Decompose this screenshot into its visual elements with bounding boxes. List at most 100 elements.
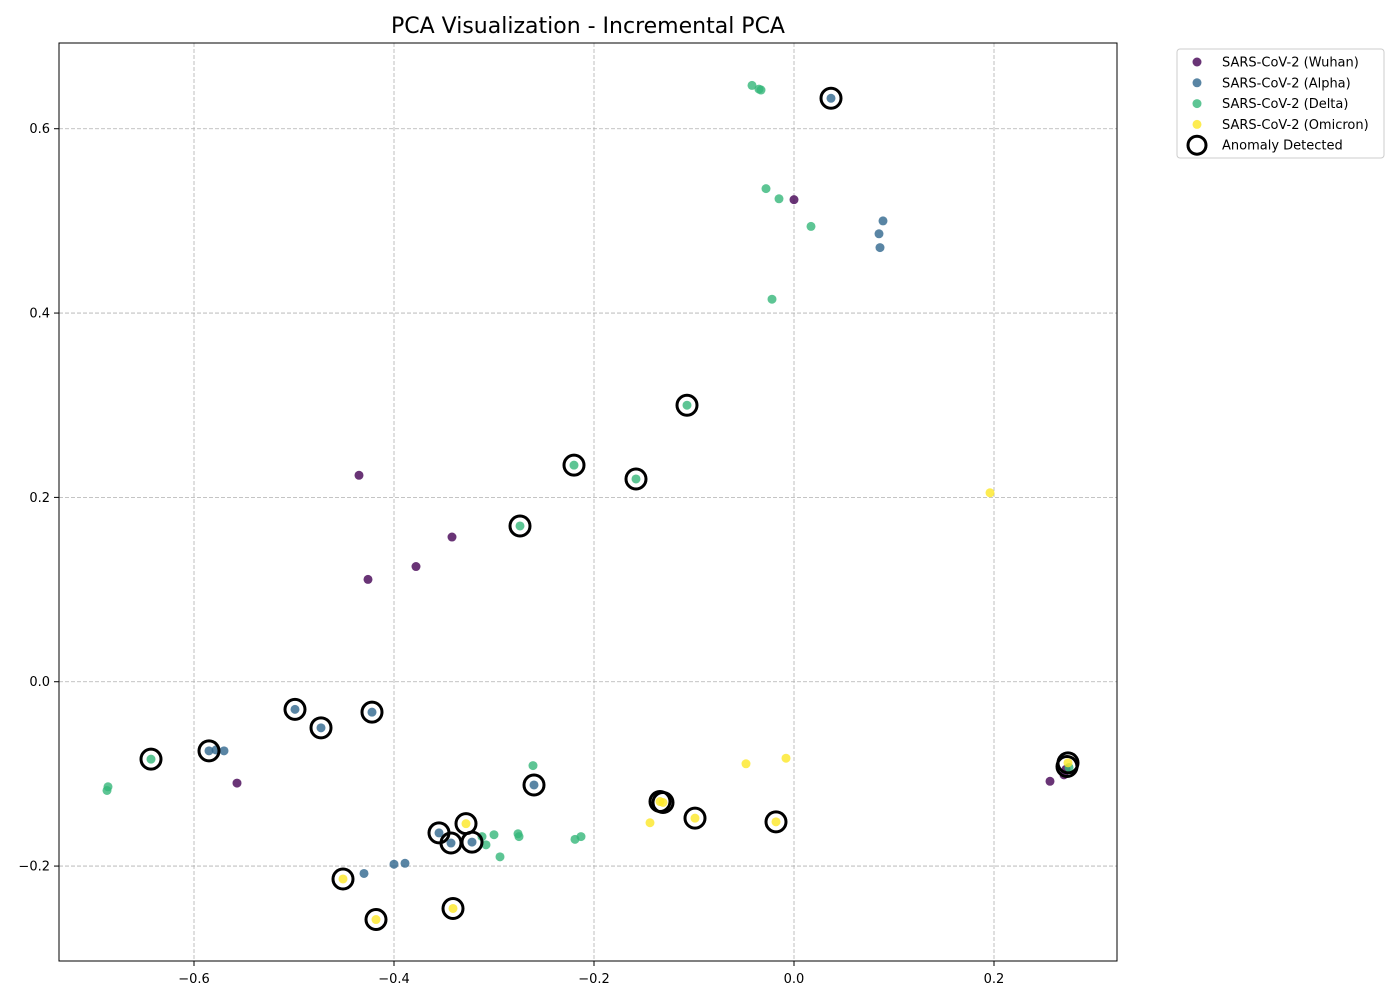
data-point	[146, 754, 156, 764]
anomaly-marker	[522, 773, 546, 797]
legend-frame	[1176, 48, 1385, 159]
data-point	[514, 832, 524, 842]
anomaly-marker	[562, 453, 586, 477]
data-point	[434, 828, 444, 838]
legend-marker	[1192, 119, 1202, 129]
anomaly-marker	[508, 514, 532, 538]
y-tick-label: −0.2	[18, 860, 50, 875]
data-point	[467, 837, 477, 847]
data-point	[489, 830, 499, 840]
data-point	[761, 184, 771, 194]
data-point	[359, 868, 369, 878]
data-point	[781, 753, 791, 763]
legend-label: SARS-CoV-2 (Delta)	[1222, 97, 1348, 112]
data-point	[806, 221, 816, 231]
legend-marker	[1192, 57, 1202, 67]
data-point	[690, 813, 700, 823]
anomaly-marker	[283, 697, 307, 721]
data-points	[102, 80, 1074, 925]
data-point	[219, 746, 229, 756]
data-point	[515, 521, 525, 531]
data-point	[389, 859, 399, 869]
anomaly-marker	[460, 830, 484, 854]
data-point	[371, 915, 381, 925]
anomaly-marker	[764, 810, 788, 834]
data-point	[232, 778, 242, 788]
x-tick-label: 0.0	[784, 972, 805, 987]
data-point	[878, 216, 888, 226]
anomaly-marker	[651, 790, 675, 814]
plot-frame	[58, 42, 1118, 962]
data-point	[747, 80, 757, 90]
data-point	[874, 229, 884, 239]
anomaly-marker	[364, 908, 388, 932]
data-point	[446, 838, 456, 848]
data-point	[316, 723, 326, 733]
anomaly-markers	[139, 86, 1080, 932]
anomaly-marker	[624, 467, 648, 491]
y-tick-label: 0.2	[29, 491, 50, 506]
data-point	[529, 780, 539, 790]
anomaly-marker	[331, 867, 355, 891]
data-point	[204, 746, 214, 756]
anomaly-marker	[819, 86, 843, 110]
data-point	[767, 294, 777, 304]
data-point	[363, 574, 373, 584]
x-tick-label: −0.2	[578, 972, 610, 987]
legend-label: SARS-CoV-2 (Alpha)	[1222, 76, 1351, 91]
data-point	[367, 707, 377, 717]
data-point	[1045, 776, 1055, 786]
chart-title: PCA Visualization - Incremental PCA	[391, 14, 785, 39]
data-point	[411, 562, 421, 572]
grid-lines	[59, 43, 1117, 961]
y-tick-label: 0.0	[29, 675, 50, 690]
legend-marker	[1192, 78, 1202, 88]
x-tick-label: 0.2	[984, 972, 1005, 987]
anomaly-marker	[197, 739, 221, 763]
axes-ticks: −0.6 −0.4 −0.2 0.0 0.2 −0.2 0.0 0.2 0.4 0.6	[18, 122, 1004, 987]
data-point	[290, 704, 300, 714]
legend-marker	[1192, 99, 1202, 109]
x-tick-label: −0.4	[378, 972, 410, 987]
y-tick-label: 0.6	[29, 122, 50, 137]
legend-label: SARS-CoV-2 (Omicron)	[1222, 118, 1369, 133]
data-point	[447, 532, 457, 542]
anomaly-marker	[360, 700, 384, 724]
data-point	[576, 832, 586, 842]
anomaly-marker	[675, 393, 699, 417]
data-point	[631, 474, 641, 484]
data-point	[569, 460, 579, 470]
data-point	[645, 818, 655, 828]
anomaly-marker	[309, 716, 333, 740]
data-point	[102, 785, 112, 795]
data-point	[338, 874, 348, 884]
legend-label: SARS-CoV-2 (Wuhan)	[1222, 56, 1359, 71]
data-point	[448, 903, 458, 913]
y-tick-label: 0.4	[29, 307, 50, 322]
legend-anomaly-marker	[1186, 134, 1208, 156]
anomaly-marker	[1055, 755, 1079, 779]
data-point	[789, 195, 799, 205]
data-point	[826, 93, 836, 103]
data-point	[1063, 758, 1073, 768]
data-point	[774, 194, 784, 204]
data-point	[741, 759, 751, 769]
data-point	[875, 243, 885, 253]
data-point	[495, 852, 505, 862]
data-point	[771, 817, 781, 827]
anomaly-marker	[683, 806, 707, 830]
data-point	[658, 797, 668, 807]
legend-label: Anomaly Detected	[1222, 139, 1343, 154]
data-point	[756, 85, 766, 95]
data-point	[985, 488, 995, 498]
data-point	[481, 840, 491, 850]
anomaly-marker	[139, 747, 163, 771]
x-tick-label: −0.6	[178, 972, 210, 987]
data-point	[528, 761, 538, 771]
anomaly-marker	[441, 896, 465, 920]
legend: SARS-CoV-2 (Wuhan) SARS-CoV-2 (Alpha) SARS…	[1176, 48, 1385, 159]
data-point	[682, 400, 692, 410]
data-point	[354, 470, 364, 480]
data-point	[461, 819, 471, 829]
